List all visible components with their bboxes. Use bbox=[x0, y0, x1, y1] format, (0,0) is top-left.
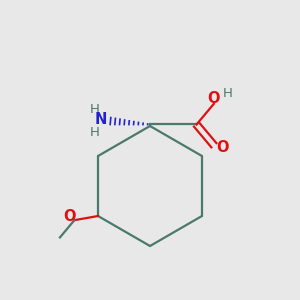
Text: H: H bbox=[90, 126, 100, 139]
Text: O: O bbox=[216, 140, 229, 155]
Text: N: N bbox=[94, 112, 107, 128]
Text: O: O bbox=[208, 91, 220, 106]
Text: O: O bbox=[64, 209, 76, 224]
Text: H: H bbox=[222, 87, 232, 100]
Text: H: H bbox=[90, 103, 100, 116]
